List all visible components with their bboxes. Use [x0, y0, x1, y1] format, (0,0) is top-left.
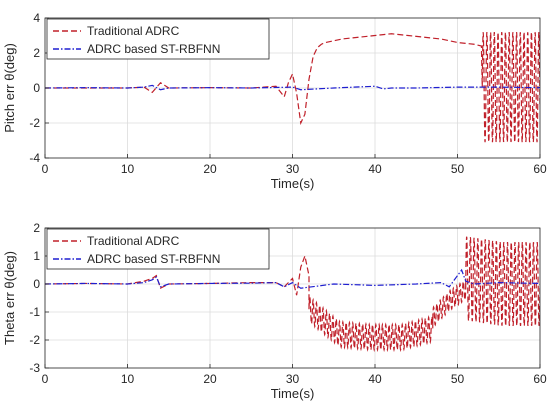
x-axis-label: Time(s) [271, 386, 315, 401]
series-line-2 [45, 268, 540, 289]
y-tick-label: 0 [33, 277, 40, 291]
x-tick-label: 30 [286, 162, 300, 176]
chart-panel-1: 0 10 20 30 40 50 60 -4 -2 0 2 4 Time(s) Pitch err θ(d… [2, 11, 547, 191]
y-tick-label: 0 [33, 81, 40, 95]
legend-label: Traditional ADRC [87, 234, 180, 248]
series-line-2 [45, 84, 540, 91]
x-tick-label: 30 [286, 372, 300, 386]
legend-label: Traditional ADRC [87, 24, 180, 38]
y-tick-label: 1 [33, 249, 40, 263]
legend-label: ADRC based ST-RBFNN [87, 252, 220, 266]
legend: Traditional ADRC ADRC based ST-RBFNN [46, 18, 270, 60]
x-tick-label: 40 [368, 372, 382, 386]
x-tick-label: 50 [451, 372, 465, 386]
y-tick-label: -4 [29, 151, 40, 165]
x-tick-label: 10 [121, 162, 135, 176]
x-tick-label: 40 [368, 162, 382, 176]
y-tick-label: -1 [29, 305, 40, 319]
x-tick-label: 0 [42, 372, 49, 386]
legend: Traditional ADRC ADRC based ST-RBFNN [46, 228, 270, 270]
x-tick-label: 50 [451, 162, 465, 176]
y-axis-label: Pitch err θ(deg) [2, 43, 17, 133]
x-tick-label: 20 [203, 372, 217, 386]
legend-box [46, 18, 270, 60]
y-axis-label: Theta err θ(deg) [2, 251, 17, 345]
x-tick-label: 20 [203, 162, 217, 176]
chart-panel-2: 0 10 20 30 40 50 60 -3 -2 -1 0 1 2 Time(s) Theta err θ… [2, 221, 547, 401]
x-tick-label: 60 [533, 162, 547, 176]
x-tick-label: 60 [533, 372, 547, 386]
y-tick-label: 2 [33, 46, 40, 60]
y-tick-label: 4 [33, 11, 40, 25]
x-tick-label: 0 [42, 162, 49, 176]
y-tick-label: -2 [29, 116, 40, 130]
x-axis-label: Time(s) [271, 176, 315, 191]
legend-label: ADRC based ST-RBFNN [87, 42, 220, 56]
series-line-1 [45, 236, 540, 353]
series-line-1 [45, 31, 540, 143]
y-tick-label: -2 [29, 333, 40, 347]
legend-box [46, 228, 270, 270]
y-tick-label: 2 [33, 221, 40, 235]
x-tick-label: 10 [121, 372, 135, 386]
y-tick-label: -3 [29, 361, 40, 375]
